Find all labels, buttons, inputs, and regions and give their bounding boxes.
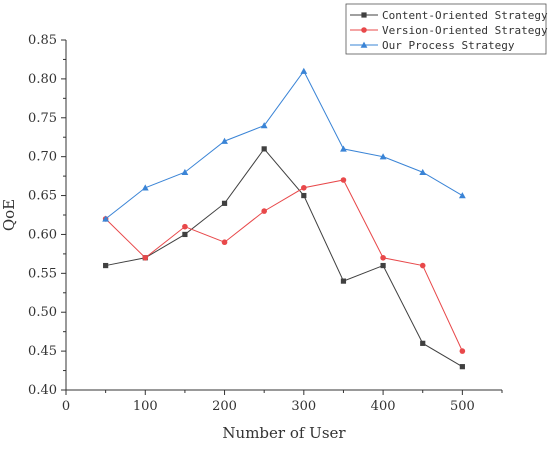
data-point	[182, 231, 188, 238]
series-line	[105, 179, 463, 352]
data-point	[379, 153, 387, 160]
data-point	[221, 200, 228, 206]
y-tick-label: 0.60	[28, 227, 57, 242]
data-point	[260, 122, 268, 129]
data-point	[181, 168, 189, 175]
ticks: 0 100 200 300 400 500 0.40 0.45 0.50 0.55 0.60 0.65…	[28, 33, 503, 414]
y-tick-label: 0.65	[28, 189, 57, 204]
x-axis-title: Number of User	[222, 424, 346, 442]
x-tick-label: 200	[212, 399, 237, 414]
y-tick-label: 0.55	[28, 266, 57, 281]
series	[102, 67, 466, 370]
legend-label: Our Process Strategy	[382, 39, 515, 52]
series-1	[103, 146, 465, 370]
data-point	[380, 262, 386, 269]
data-point	[459, 364, 465, 370]
data-point	[300, 67, 308, 74]
data-point	[380, 254, 386, 261]
x-tick-label: 100	[133, 399, 158, 414]
data-point	[340, 177, 347, 183]
data-point	[261, 208, 267, 214]
x-tick-label: 300	[291, 399, 316, 414]
legend-swatch-marker	[360, 41, 368, 48]
data-point	[340, 145, 347, 152]
series-line	[105, 70, 463, 220]
y-axis-title: QoE	[0, 199, 18, 231]
data-point	[141, 184, 149, 191]
data-point	[340, 278, 347, 284]
y-tick-label: 0.80	[28, 72, 57, 87]
data-point	[419, 262, 426, 269]
data-point	[102, 215, 110, 222]
y-tick-label: 0.40	[28, 383, 57, 398]
x-tick-label: 0	[62, 399, 70, 414]
legend-label: Content-Oriented Strategy	[382, 9, 548, 22]
y-tick-label: 0.75	[28, 111, 57, 126]
legend-label: Version-Oriented Strategy	[382, 24, 548, 37]
data-point	[182, 223, 188, 230]
y-tick-label: 0.50	[28, 305, 57, 320]
data-point	[458, 192, 466, 199]
x-tick-label: 400	[371, 399, 396, 414]
data-point	[221, 239, 228, 246]
x-tick-label: 500	[450, 399, 475, 414]
data-point	[459, 348, 466, 354]
data-point	[261, 146, 267, 152]
axes: Number of User QoE	[0, 40, 502, 442]
data-point	[142, 254, 149, 261]
y-tick-label: 0.85	[28, 33, 57, 48]
legend-swatch-marker	[361, 12, 367, 18]
y-tick-label: 0.70	[28, 150, 57, 165]
series-2	[102, 177, 466, 354]
data-point	[103, 262, 109, 269]
legend: Content-Oriented Strategy Version-Oriente…	[345, 3, 548, 55]
legend-swatch-marker	[361, 27, 367, 33]
data-point	[221, 137, 228, 144]
y-tick-label: 0.45	[28, 344, 57, 359]
series-3	[102, 67, 466, 222]
data-point	[301, 192, 307, 199]
data-point	[419, 168, 427, 175]
data-point	[420, 340, 426, 346]
series-line	[105, 148, 463, 368]
data-point	[301, 184, 307, 191]
legend-box	[345, 3, 547, 55]
